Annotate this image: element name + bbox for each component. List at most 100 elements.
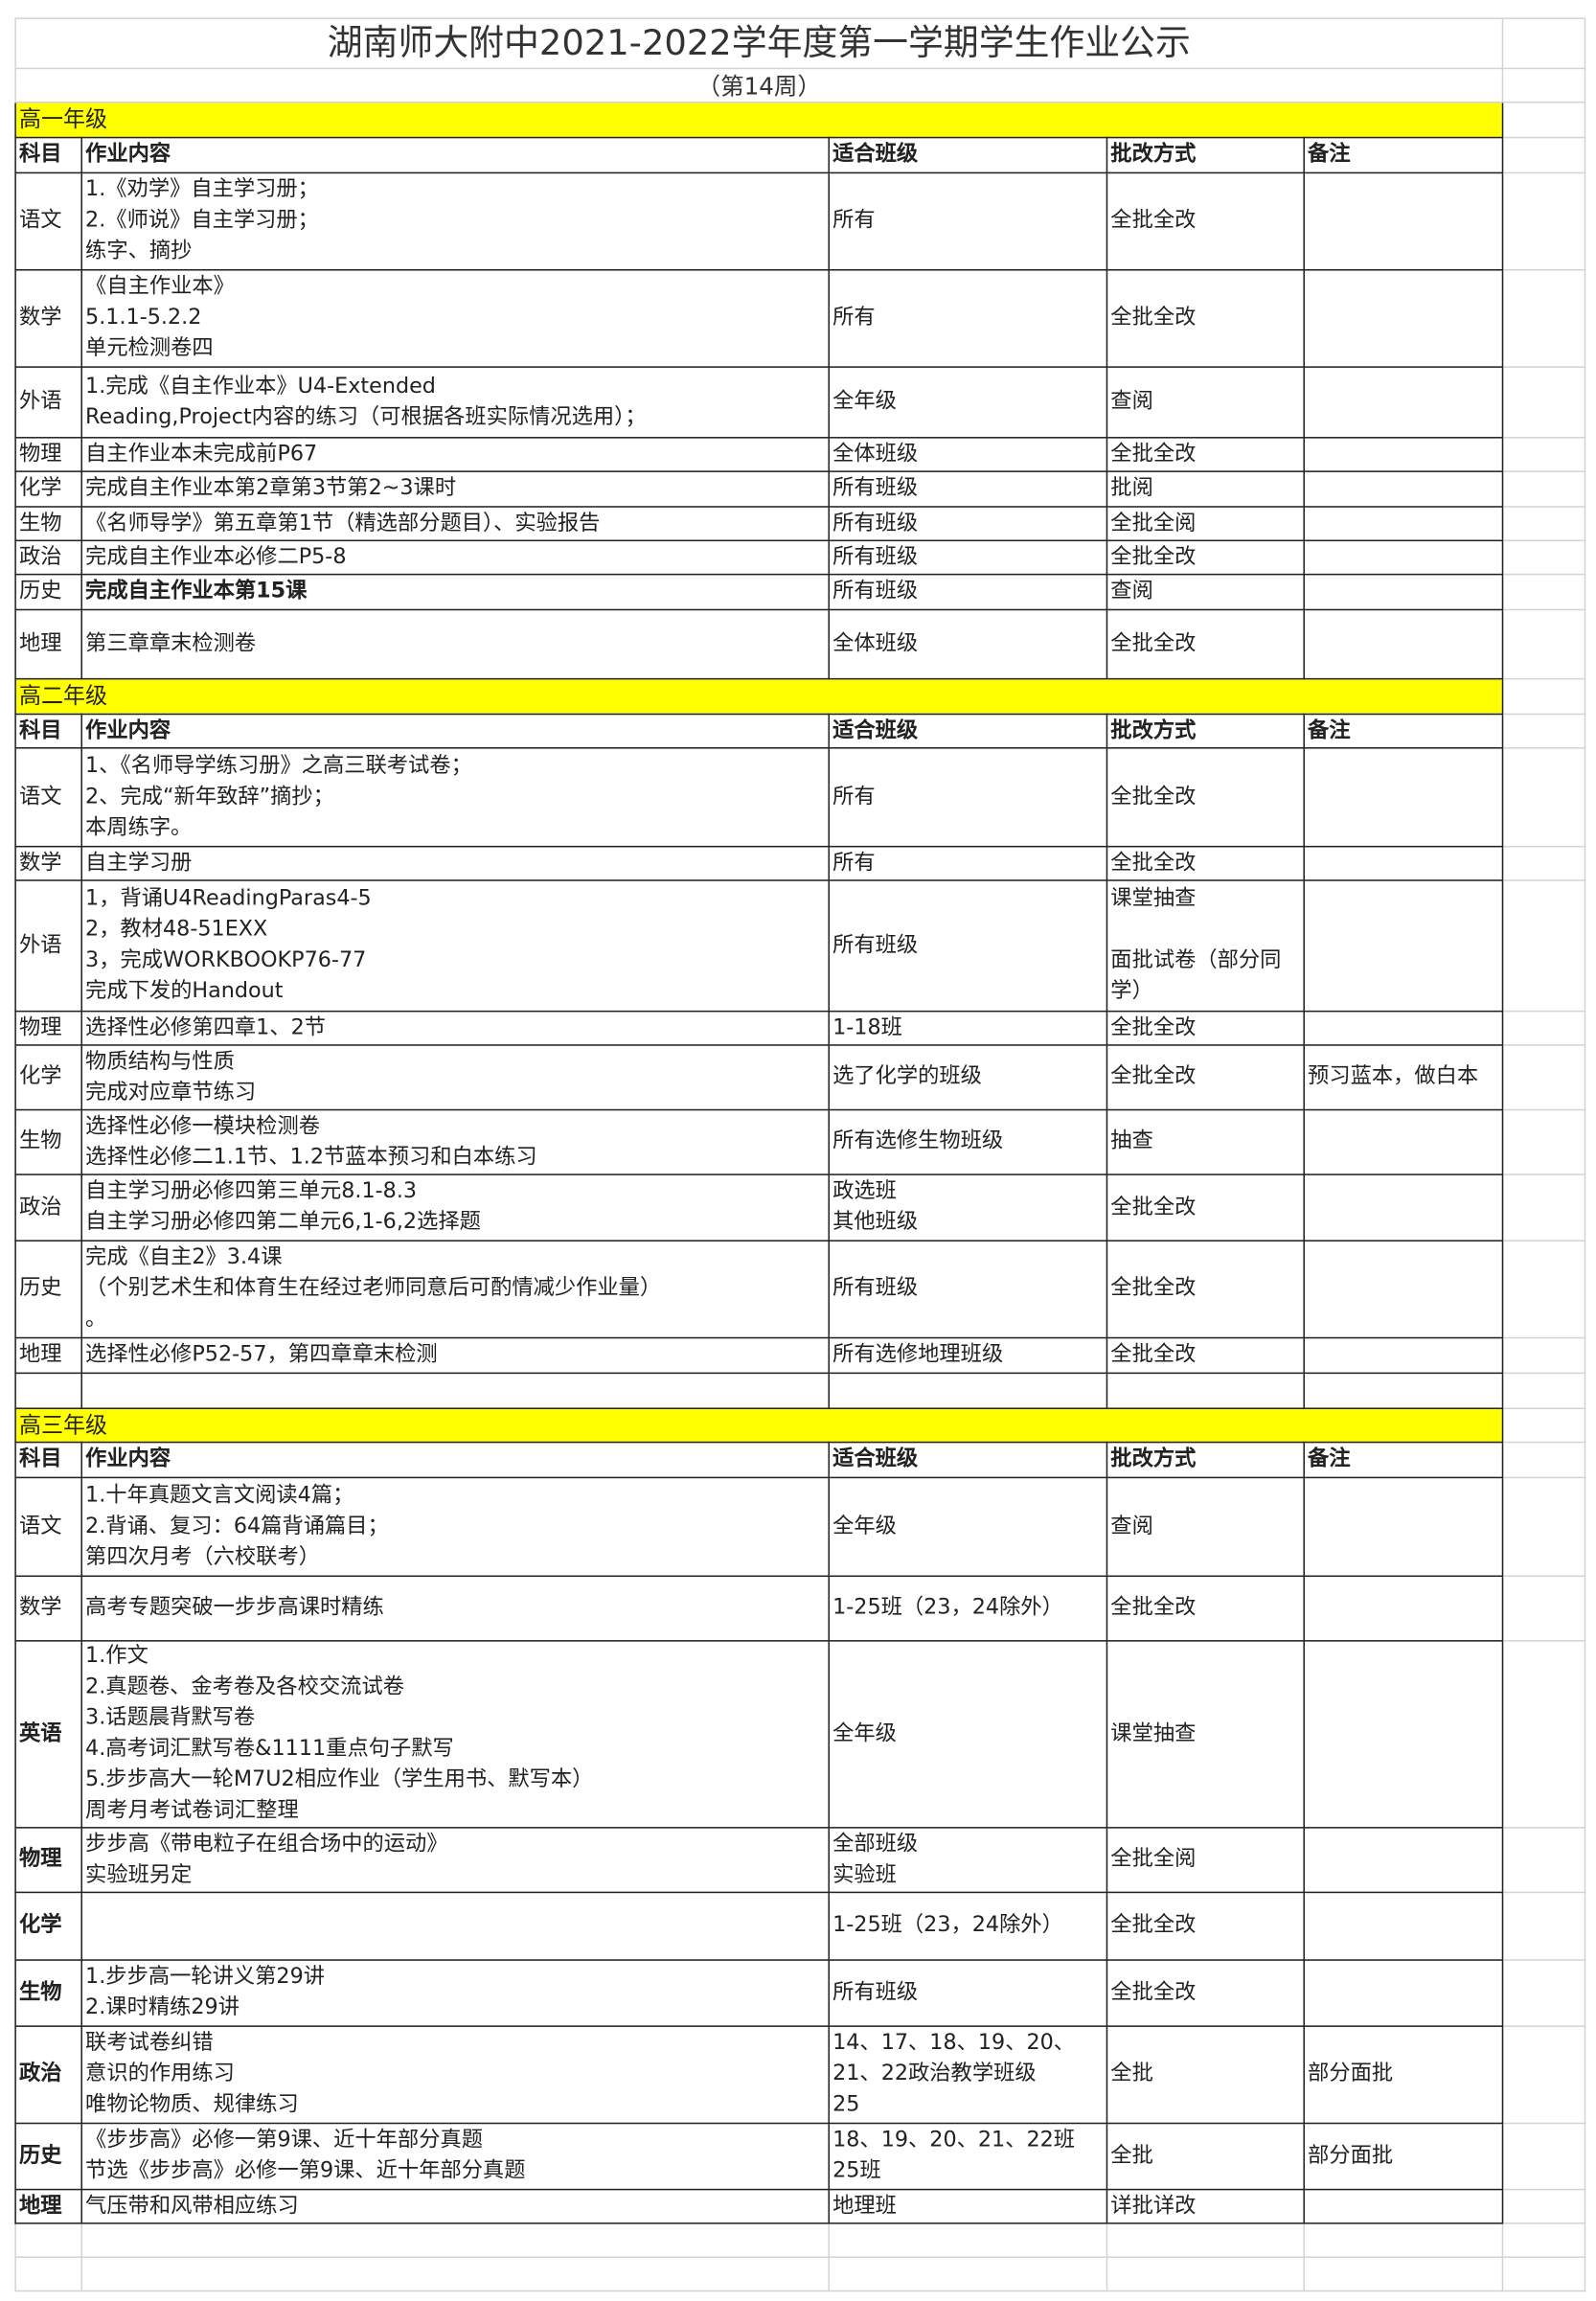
content-cell: 1.作文 2.真题卷、金考卷及各校交流试卷 3.话题晨背默写卷 4.高考词汇默写… — [80, 1640, 831, 1829]
method-cell: 全批全改 — [1106, 608, 1305, 680]
content-cell: 高考专题突破一步步高课时精练 — [80, 1575, 831, 1642]
empty-cell — [1501, 845, 1586, 881]
empty-cell — [1501, 1010, 1586, 1046]
subject-cell: 化学 — [14, 1891, 82, 1961]
content-cell: 1.完成《自主作业本》U4-Extended Reading,Project内容… — [80, 366, 831, 439]
classes-cell: 所有 — [828, 171, 1108, 271]
empty-cell — [1501, 608, 1586, 680]
subject-cell: 生物 — [14, 1108, 82, 1175]
empty-cell — [1501, 713, 1586, 749]
table-row: 生物 1.步步高一轮讲义第29讲 2.课时精练29讲 所有班级 全批全改 — [14, 1959, 1586, 2027]
method-cell: 全批 — [1106, 2025, 1305, 2125]
subject-cell: 地理 — [14, 1336, 82, 1375]
classes-cell: 所有班级 — [828, 1240, 1108, 1339]
classes-cell: 14、17、18、19、20、21、22政治教学班级 25 — [828, 2025, 1108, 2125]
empty-cell — [1501, 1044, 1586, 1111]
remark-cell: 预习蓝本，做白本 — [1303, 1044, 1504, 1111]
classes-cell: 全年级 — [828, 366, 1108, 439]
subject-cell: 历史 — [14, 573, 82, 611]
table-row: 生物 选择性必修一模块检测卷 选择性必修二1.1节、1.2节蓝本预习和白本练习 所有… — [14, 1108, 1586, 1175]
remark-cell: 部分面批 — [1303, 2025, 1504, 2125]
subject-cell: 历史 — [14, 1240, 82, 1339]
subject-cell: 物理 — [14, 1010, 82, 1046]
table-row: 化学 完成自主作业本第2章第3节第2~3课时 所有班级 批阅 — [14, 470, 1586, 508]
column-header-remark: 备注 — [1303, 136, 1504, 174]
content-cell: 完成自主作业本必修二P5-8 — [80, 539, 831, 576]
empty-cell — [1501, 136, 1586, 174]
empty-cell — [1501, 2025, 1586, 2125]
method-cell: 全批全改 — [1106, 539, 1305, 576]
subject-cell: 语文 — [14, 171, 82, 271]
empty-cell — [1501, 1441, 1586, 1479]
classes-cell: 所有班级 — [828, 470, 1108, 508]
remark-cell — [1303, 1108, 1504, 1175]
classes-cell: 所有班级 — [828, 879, 1108, 1013]
remark-cell — [1303, 1010, 1504, 1046]
method-cell: 全批全改 — [1106, 437, 1305, 472]
homework-table: 湖南师大附中2021-2022学年度第一学期学生作业公示 （第14周） 高一年级 科目… — [14, 17, 1586, 2292]
subject-cell: 英语 — [14, 1640, 82, 1829]
subject-cell: 政治 — [14, 1173, 82, 1242]
column-header-subject: 科目 — [14, 136, 82, 174]
subject-cell: 政治 — [14, 539, 82, 576]
column-header-row: 科目 作业内容 适合班级 批改方式 备注 — [14, 136, 1586, 174]
grade-label: 高二年级 — [14, 677, 1504, 716]
empty-cell — [1501, 1891, 1586, 1961]
table-row: 政治 完成自主作业本必修二P5-8 所有班级 全批全改 — [14, 539, 1586, 576]
remark-cell — [1303, 2188, 1504, 2224]
empty-cell — [1501, 2122, 1586, 2191]
method-cell — [1106, 1372, 1305, 1410]
table-row: 语文 1、《名师导学练习册》之高三联考试卷； 2、完成“新年致辞”摘抄； 本周练字… — [14, 747, 1586, 848]
empty-cell — [1501, 171, 1586, 271]
classes-cell: 18、19、20、21、22班 25班 — [828, 2122, 1108, 2191]
table-row: 生物 《名师导学》第五章第1节（精选部分题目）、实验报告 所有班级 全批全阅 — [14, 506, 1586, 542]
content-cell: 1.十年真题文言文阅读4篇； 2.背诵、复习：64篇背诵篇目； 第四次月考（六校… — [80, 1476, 831, 1578]
method-cell: 全批全改 — [1106, 1044, 1305, 1111]
column-header-classes: 适合班级 — [828, 713, 1108, 749]
grade-banner: 高二年级 — [14, 677, 1586, 716]
classes-cell: 全体班级 — [828, 437, 1108, 472]
column-header-method: 批改方式 — [1106, 713, 1305, 749]
classes-cell: 1-18班 — [828, 1010, 1108, 1046]
method-cell: 全批全改 — [1106, 1575, 1305, 1642]
table-row: 地理 气压带和风带相应练习 地理班 详批详改 — [14, 2188, 1586, 2224]
method-cell: 全批全改 — [1106, 1010, 1305, 1046]
content-cell: 1，背诵U4ReadingParas4-5 2，教材48-51EXX 3，完成W… — [80, 879, 831, 1013]
empty-cell — [1501, 1240, 1586, 1339]
column-header-method: 批改方式 — [1106, 1441, 1305, 1479]
content-cell: 第三章章末检测卷 — [80, 608, 831, 680]
empty-cell — [1501, 2222, 1586, 2258]
content-cell: 《自主作业本》 5.1.1-5.2.2 单元检测卷四 — [80, 268, 831, 368]
empty-cell — [1501, 573, 1586, 611]
empty-cell — [1501, 1407, 1586, 1444]
empty-cell — [1501, 677, 1586, 716]
table-row: 物理 选择性必修第四章1、2节 1-18班 全批全改 — [14, 1010, 1586, 1046]
remark-cell — [1303, 1640, 1504, 1829]
empty-cell — [1501, 101, 1586, 139]
column-header-content: 作业内容 — [80, 1441, 831, 1479]
subject-cell: 数学 — [14, 1575, 82, 1642]
remark-cell — [1303, 1827, 1504, 1894]
empty-cell — [1501, 470, 1586, 508]
subject-cell: 数学 — [14, 268, 82, 368]
remark-cell — [1303, 573, 1504, 611]
subject-cell — [14, 1372, 82, 1410]
column-header-method: 批改方式 — [1106, 136, 1305, 174]
subject-cell: 历史 — [14, 2122, 82, 2191]
table-row: 语文 1.《劝学》自主学习册； 2.《师说》自主学习册； 练字、摘抄 所有 全批全改 — [14, 171, 1586, 271]
remark-cell — [1303, 1575, 1504, 1642]
method-cell: 全批全改 — [1106, 1959, 1305, 2027]
classes-cell: 所有班级 — [828, 506, 1108, 542]
empty-cell — [1501, 1336, 1586, 1375]
empty-cell — [1501, 1108, 1586, 1175]
method-cell: 全批全改 — [1106, 268, 1305, 368]
table-row: 物理 自主作业本未完成前P67 全体班级 全批全改 — [14, 437, 1586, 472]
remark-cell — [1303, 879, 1504, 1013]
grade-label: 高一年级 — [14, 101, 1504, 139]
classes-cell: 所有 — [828, 268, 1108, 368]
remark-cell: 部分面批 — [1303, 2122, 1504, 2191]
content-cell: 完成自主作业本第15课 — [80, 573, 831, 611]
empty-cell — [1501, 366, 1586, 439]
content-cell: 自主学习册必修四第三单元8.1-8.3 自主学习册必修四第二单元6,1-6,2选… — [80, 1173, 831, 1242]
classes-cell: 全年级 — [828, 1476, 1108, 1578]
